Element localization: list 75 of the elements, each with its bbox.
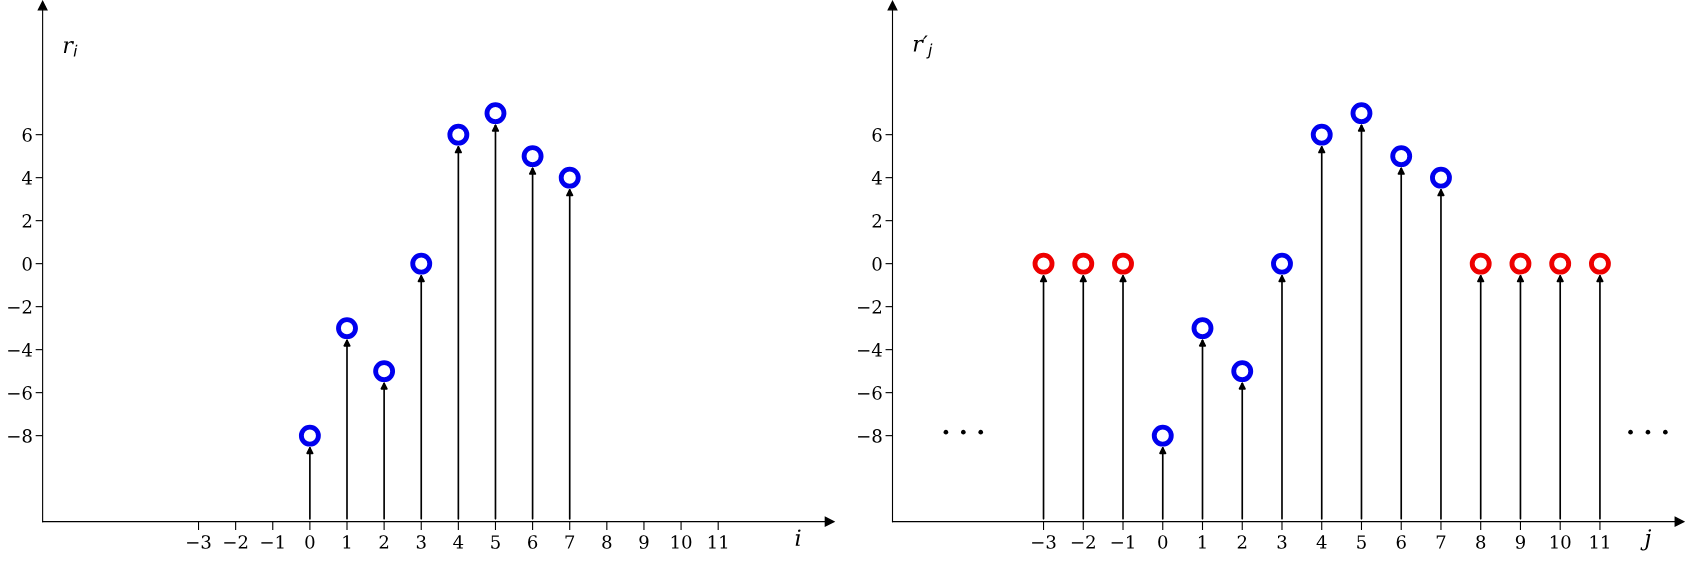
point [1072, 252, 1095, 275]
x-tick-label: −1 [261, 535, 284, 549]
y-tick-label: −4 [8, 343, 32, 357]
y-tick-label: −6 [8, 386, 32, 400]
x-tick-label: 7 [1436, 535, 1446, 549]
y-tick-label: −2 [8, 300, 32, 314]
x-tick-label: 4 [1316, 535, 1327, 549]
point [1191, 317, 1214, 340]
point [558, 166, 581, 189]
point [336, 317, 358, 340]
point [1350, 102, 1373, 125]
x-tick-label: 8 [602, 535, 612, 549]
x-tick-label: 3 [1277, 535, 1287, 549]
x-tick-label: 0 [305, 535, 315, 549]
point [1469, 252, 1492, 275]
annotation: · · · [943, 429, 984, 435]
y-tick-label: 0 [22, 257, 32, 271]
x-tick-label: 4 [453, 535, 464, 549]
y-tick-label: 2 [22, 214, 32, 228]
x-tick-label: 5 [491, 535, 500, 549]
point [1151, 424, 1174, 447]
y-tick-label: 6 [872, 128, 882, 142]
annotation: · · · [1628, 429, 1668, 435]
x-tick-label: 8 [1476, 535, 1486, 549]
point [1390, 145, 1413, 168]
point [1310, 123, 1333, 146]
x-tick-label: 3 [416, 535, 426, 549]
x-tick-label: 2 [379, 535, 389, 549]
y-tick-label: 0 [872, 257, 882, 271]
y-tick-label: −2 [858, 300, 882, 314]
x-tick-label: 10 [671, 535, 692, 549]
point [1112, 252, 1134, 275]
y-axis-title: r$_{i}$ [63, 41, 78, 57]
point [1509, 252, 1532, 275]
point [1549, 252, 1572, 275]
x-tick-label: 11 [1590, 535, 1609, 549]
x-tick-label: 6 [1396, 535, 1406, 549]
point [1271, 252, 1293, 275]
x-tick-label: 10 [1550, 535, 1571, 549]
point [298, 424, 321, 447]
y-tick-label: −8 [8, 429, 32, 443]
point [1231, 360, 1254, 383]
x-tick-label: 1 [343, 535, 351, 549]
x-tick-label: 5 [1357, 535, 1366, 549]
x-tick-label: −1 [1111, 535, 1134, 549]
y-axis-title: r′$_{j}$ [913, 35, 933, 59]
x-tick-label: 2 [1237, 535, 1247, 549]
point [484, 102, 507, 125]
x-tick-label: 7 [565, 535, 575, 549]
x-tick-label: 9 [639, 535, 649, 549]
x-axis-title: i [795, 529, 801, 546]
x-tick-label: 9 [1515, 535, 1525, 549]
x-tick-label: −2 [1071, 535, 1095, 549]
x-tick-label: 11 [708, 535, 728, 549]
y-tick-label: 2 [872, 214, 882, 228]
x-axis-title: j [1640, 529, 1652, 551]
x-tick-label: 0 [1158, 535, 1168, 549]
x-tick-label: 6 [528, 535, 538, 549]
point [373, 360, 396, 383]
y-tick-label: −4 [858, 343, 882, 357]
point [1032, 252, 1055, 275]
x-tick-label: 1 [1198, 535, 1206, 549]
y-tick-label: 4 [21, 171, 32, 185]
y-tick-label: 4 [871, 171, 882, 185]
point [1430, 166, 1452, 189]
point [1589, 252, 1611, 275]
x-tick-label: −2 [224, 535, 248, 549]
x-tick-label: −3 [1032, 535, 1056, 549]
point [410, 252, 433, 275]
y-tick-label: 6 [22, 128, 32, 142]
y-tick-label: −6 [858, 386, 882, 400]
y-tick-label: −8 [858, 429, 882, 443]
x-tick-label: −3 [187, 535, 211, 549]
point [521, 145, 544, 168]
point [447, 123, 470, 146]
